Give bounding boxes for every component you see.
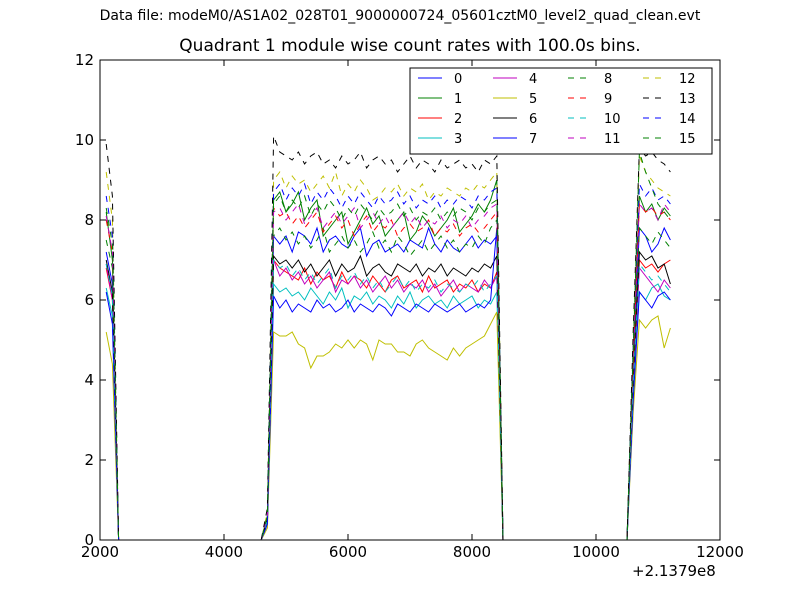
legend-label-6: 6 xyxy=(529,112,537,127)
figure-suptitle: Data file: modeM0/AS1A02_028T01_90000007… xyxy=(99,8,701,24)
legend-label-3: 3 xyxy=(454,132,462,147)
legend-label-7: 7 xyxy=(529,132,537,147)
series-line-7 xyxy=(105,227,671,540)
x-axis-offset-label: +2.1379e8 xyxy=(632,562,716,580)
x-tick-label: 10000 xyxy=(572,543,620,561)
series-line-12 xyxy=(105,155,671,540)
legend-label-9: 9 xyxy=(604,92,612,107)
y-tick-label: 8 xyxy=(84,211,94,229)
x-tick-label: 8000 xyxy=(453,543,491,561)
series-line-0 xyxy=(105,226,671,540)
x-tick-label: 4000 xyxy=(205,543,243,561)
x-tick-label: 6000 xyxy=(329,543,367,561)
legend-label-11: 11 xyxy=(604,132,621,147)
legend-label-4: 4 xyxy=(529,72,537,87)
legend-label-0: 0 xyxy=(454,72,462,87)
legend-box xyxy=(409,67,713,155)
legend-label-13: 13 xyxy=(679,92,696,107)
y-tick-label: 0 xyxy=(84,531,94,549)
legend-label-10: 10 xyxy=(604,112,621,127)
series-line-9 xyxy=(105,202,671,540)
series-line-11 xyxy=(105,202,671,540)
series-line-8 xyxy=(105,218,671,540)
series-layer xyxy=(105,135,671,540)
series-line-4 xyxy=(105,259,671,540)
series-line-1 xyxy=(105,179,671,540)
x-tick-label: 2000 xyxy=(81,543,119,561)
y-tick-label: 10 xyxy=(75,131,94,149)
y-tick-label: 2 xyxy=(84,451,94,469)
chart-title: Quadrant 1 module wise count rates with … xyxy=(179,36,641,56)
legend-label-15: 15 xyxy=(679,132,696,147)
series-line-10 xyxy=(105,258,671,540)
series-line-6 xyxy=(105,250,671,540)
series-line-14 xyxy=(105,182,671,540)
x-tick-label: 12000 xyxy=(696,543,744,561)
series-line-5 xyxy=(105,311,671,540)
series-line-3 xyxy=(105,282,671,540)
legend-label-12: 12 xyxy=(679,72,696,87)
legend-label-5: 5 xyxy=(529,92,537,107)
series-line-13 xyxy=(105,135,671,540)
y-tick-label: 12 xyxy=(75,51,94,69)
legend-label-14: 14 xyxy=(679,112,696,127)
series-line-15 xyxy=(105,151,671,540)
legend-label-1: 1 xyxy=(454,92,462,107)
y-tick-label: 6 xyxy=(84,291,94,309)
legend-label-2: 2 xyxy=(454,112,462,127)
legend-label-8: 8 xyxy=(604,72,612,87)
series-line-2 xyxy=(105,258,671,540)
y-tick-label: 4 xyxy=(84,371,94,389)
